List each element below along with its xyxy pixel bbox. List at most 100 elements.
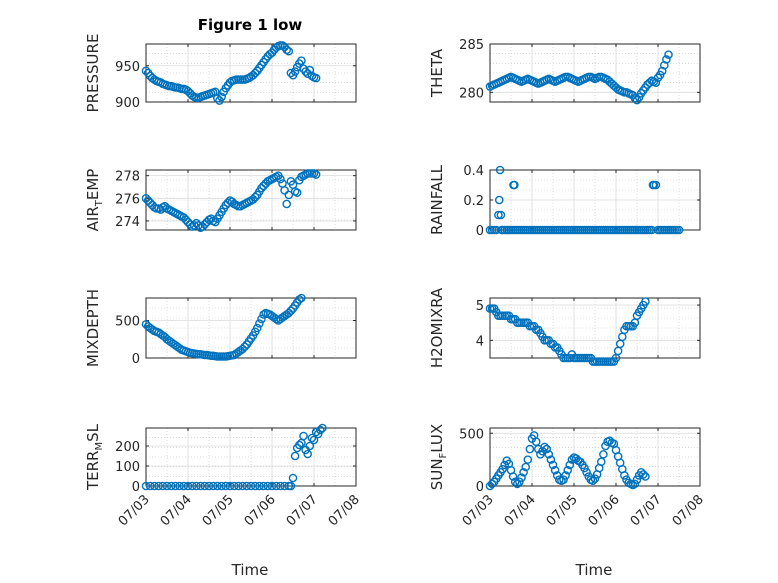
series-pressure [141,41,321,105]
data-point [259,310,268,319]
y-tick-label: 276 [115,192,140,207]
y-tick-label: 0.4 [463,164,484,179]
y-tick-label: 0 [476,224,484,239]
data-point [630,479,640,489]
data-point [510,180,519,190]
data-point [311,73,321,83]
series-h2omixra [485,297,650,366]
x-axis-label-left: Time [231,561,269,579]
data-point [305,65,315,75]
y-tick-label: 500 [115,315,140,330]
data-point [301,67,310,76]
data-point [150,481,159,491]
data-point [487,479,497,489]
y-axis-label-rainfall: RAINFALL [428,164,446,235]
data-point [196,481,205,491]
x-tick-label: 07/06 [586,492,623,529]
data-point [141,194,151,203]
axes-box [145,43,357,103]
data-point [192,218,201,228]
y-axis-label-mixdepth: MIXDEPTH [84,289,102,367]
data-point [162,481,172,491]
data-point [225,481,235,491]
data-point [280,186,289,195]
data-point [525,444,535,454]
data-point [238,481,247,491]
data-point [309,435,319,445]
data-point [559,475,568,484]
data-point [662,55,671,64]
data-point [294,440,304,450]
data-point [217,481,226,491]
data-point [158,481,168,491]
data-point [307,433,317,443]
data-point [311,427,321,437]
data-point [590,474,600,483]
data-point [318,423,327,433]
series-terr-msl [141,423,327,491]
data-point [282,45,292,55]
data-point [255,319,264,328]
x-tick-label: 07/03 [460,492,497,529]
data-point [294,295,304,304]
data-point [552,471,562,480]
y-tick-label: 200 [115,440,140,455]
data-point [200,481,210,491]
data-point [171,481,180,491]
x-tick-label: 07/08 [326,492,363,529]
data-point [198,222,207,231]
data-point [145,481,155,491]
y-axis-label-h2omixra: H2OMIXRA [428,287,446,368]
data-point [513,479,522,489]
data-point [284,46,294,56]
data-point [674,225,684,235]
data-point [647,225,657,235]
data-point [563,465,573,475]
data-point [248,195,258,204]
series-theta [485,50,673,105]
data-point [284,190,294,200]
data-point [179,213,189,222]
data-point [240,342,249,352]
data-point [292,188,302,197]
y-tick-label: 950 [115,60,140,75]
data-point [315,425,325,435]
data-point [305,441,315,451]
data-point [599,450,608,459]
data-point [246,481,256,491]
data-point [544,450,554,459]
y-tick-label: 280 [459,86,484,101]
data-point [641,297,650,306]
data-point [143,196,153,205]
y-tick-label: 4 [476,334,484,349]
series-rainfall [485,165,684,235]
panel-rainfall: 0 0.2 0.4 RAINFALL [428,164,701,239]
data-point [221,481,231,491]
data-point [187,481,197,491]
data-point [496,210,506,220]
x-tick-label: 07/04 [158,492,195,529]
y-tick-label: 278 [115,170,140,185]
data-point [494,210,503,220]
panel-sun-flux: 0 500 SUNFLUX 07/03 07/04 07/05 07/06 07/07 07/0… [428,424,707,530]
data-point [297,293,306,303]
data-point [194,221,203,230]
figure-title: Figure 1 low [198,16,303,34]
data-point [183,481,193,491]
data-point [276,174,285,184]
data-point [290,67,300,76]
data-point [660,60,669,70]
data-point [175,481,184,491]
data-point [263,481,273,491]
data-point [597,457,606,467]
data-point [221,200,231,210]
y-tick-label: 0.2 [463,194,484,209]
y-tick-label: 100 [115,460,140,475]
data-point [242,481,252,491]
panel-terr-msl: 0 100 200 TERRMSL 07/03 07/04 07/05 07/06 07/07 0… [84,423,363,529]
data-point [200,220,210,229]
y-tick-label: 274 [115,215,140,230]
data-point [166,481,176,491]
data-point [213,94,222,103]
data-point [542,444,552,454]
